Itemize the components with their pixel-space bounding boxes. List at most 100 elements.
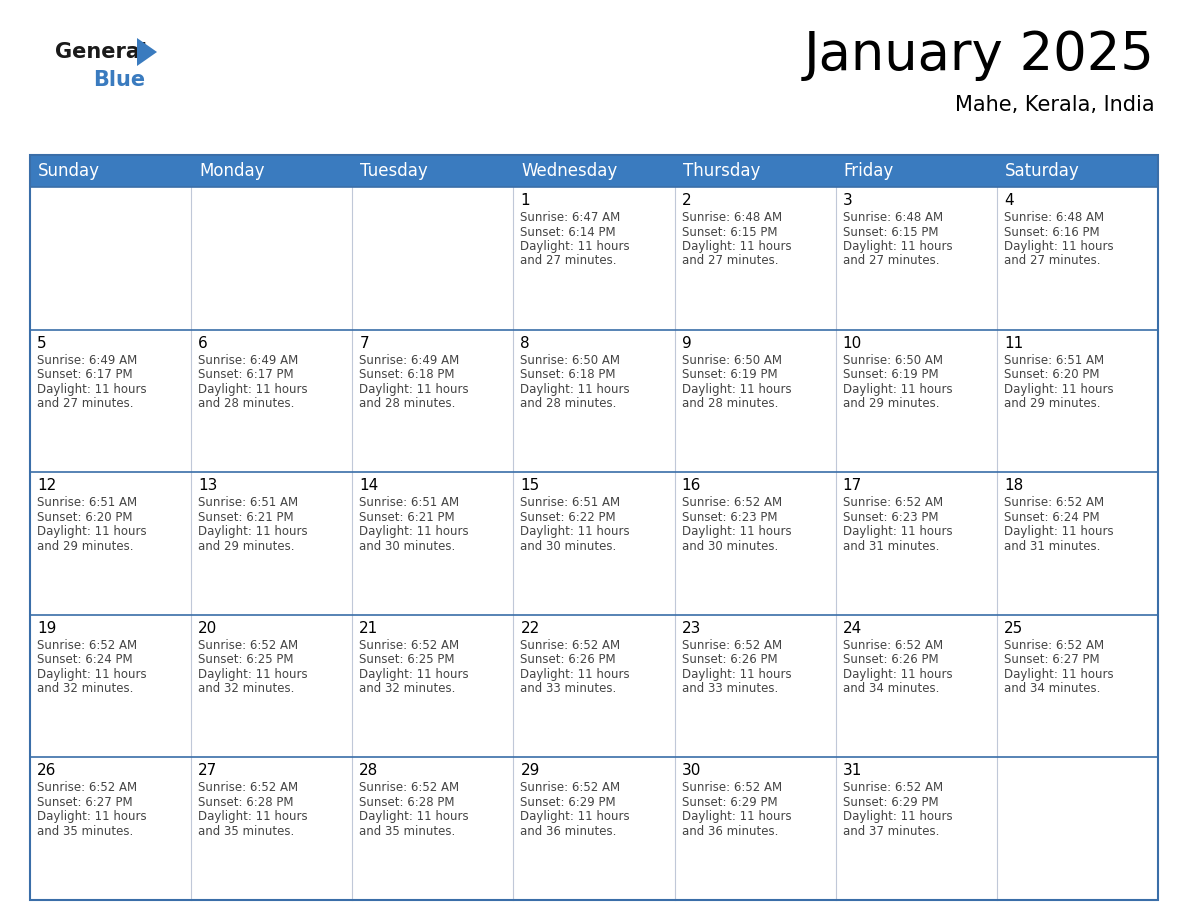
Text: Sunset: 6:16 PM: Sunset: 6:16 PM [1004, 226, 1099, 239]
Text: and 28 minutes.: and 28 minutes. [520, 397, 617, 410]
Text: Sunset: 6:23 PM: Sunset: 6:23 PM [842, 510, 939, 523]
Text: Sunrise: 6:48 AM: Sunrise: 6:48 AM [1004, 211, 1104, 224]
Text: Daylight: 11 hours: Daylight: 11 hours [842, 383, 953, 396]
Bar [30, 155, 191, 187]
Text: Sunrise: 6:49 AM: Sunrise: 6:49 AM [359, 353, 460, 366]
Text: Sunrise: 6:52 AM: Sunrise: 6:52 AM [520, 639, 620, 652]
Text: Daylight: 11 hours: Daylight: 11 hours [520, 383, 630, 396]
Text: and 27 minutes.: and 27 minutes. [1004, 254, 1100, 267]
Text: Friday: Friday [843, 162, 893, 180]
Text: and 35 minutes.: and 35 minutes. [359, 825, 455, 838]
Text: and 33 minutes.: and 33 minutes. [520, 682, 617, 695]
Text: Daylight: 11 hours: Daylight: 11 hours [1004, 383, 1113, 396]
Text: Daylight: 11 hours: Daylight: 11 hours [682, 240, 791, 253]
Text: 30: 30 [682, 764, 701, 778]
Text: Daylight: 11 hours: Daylight: 11 hours [37, 525, 146, 538]
Text: Mahe, Kerala, India: Mahe, Kerala, India [955, 95, 1155, 115]
Text: 11: 11 [1004, 336, 1023, 351]
Text: and 28 minutes.: and 28 minutes. [198, 397, 295, 410]
Text: Daylight: 11 hours: Daylight: 11 hours [682, 525, 791, 538]
Text: Daylight: 11 hours: Daylight: 11 hours [842, 667, 953, 681]
Text: Sunrise: 6:52 AM: Sunrise: 6:52 AM [682, 781, 782, 794]
Text: 6: 6 [198, 336, 208, 351]
Text: Sunset: 6:27 PM: Sunset: 6:27 PM [1004, 654, 1099, 666]
Text: 21: 21 [359, 621, 379, 636]
Text: 23: 23 [682, 621, 701, 636]
Text: Saturday: Saturday [1005, 162, 1080, 180]
Text: Daylight: 11 hours: Daylight: 11 hours [359, 811, 469, 823]
Text: and 36 minutes.: and 36 minutes. [682, 825, 778, 838]
Text: and 27 minutes.: and 27 minutes. [842, 254, 940, 267]
Text: Sunset: 6:15 PM: Sunset: 6:15 PM [682, 226, 777, 239]
Text: Sunday: Sunday [38, 162, 100, 180]
Text: 26: 26 [37, 764, 56, 778]
Text: 2: 2 [682, 193, 691, 208]
Text: Monday: Monday [200, 162, 265, 180]
Text: Sunset: 6:14 PM: Sunset: 6:14 PM [520, 226, 617, 239]
Text: Sunrise: 6:52 AM: Sunrise: 6:52 AM [682, 497, 782, 509]
Text: and 27 minutes.: and 27 minutes. [37, 397, 133, 410]
Text: Sunset: 6:28 PM: Sunset: 6:28 PM [359, 796, 455, 809]
Text: Sunset: 6:19 PM: Sunset: 6:19 PM [682, 368, 777, 381]
Text: 19: 19 [37, 621, 56, 636]
Text: Daylight: 11 hours: Daylight: 11 hours [842, 811, 953, 823]
Text: Sunrise: 6:51 AM: Sunrise: 6:51 AM [37, 497, 137, 509]
Text: Daylight: 11 hours: Daylight: 11 hours [37, 383, 146, 396]
Bar [835, 155, 997, 187]
Text: 4: 4 [1004, 193, 1013, 208]
Text: and 32 minutes.: and 32 minutes. [198, 682, 295, 695]
Text: Daylight: 11 hours: Daylight: 11 hours [198, 667, 308, 681]
Text: Sunset: 6:26 PM: Sunset: 6:26 PM [682, 654, 777, 666]
Text: Blue: Blue [93, 70, 145, 90]
Text: Sunset: 6:20 PM: Sunset: 6:20 PM [37, 510, 133, 523]
Text: Daylight: 11 hours: Daylight: 11 hours [682, 811, 791, 823]
Text: Daylight: 11 hours: Daylight: 11 hours [37, 667, 146, 681]
Text: and 32 minutes.: and 32 minutes. [37, 682, 133, 695]
Text: Sunrise: 6:52 AM: Sunrise: 6:52 AM [198, 639, 298, 652]
Text: Sunrise: 6:48 AM: Sunrise: 6:48 AM [682, 211, 782, 224]
Text: Thursday: Thursday [683, 162, 760, 180]
Text: and 30 minutes.: and 30 minutes. [520, 540, 617, 553]
Text: Sunrise: 6:52 AM: Sunrise: 6:52 AM [198, 781, 298, 794]
Text: Sunrise: 6:52 AM: Sunrise: 6:52 AM [520, 781, 620, 794]
Text: Sunset: 6:25 PM: Sunset: 6:25 PM [359, 654, 455, 666]
Text: and 34 minutes.: and 34 minutes. [1004, 682, 1100, 695]
Text: Sunset: 6:22 PM: Sunset: 6:22 PM [520, 510, 617, 523]
Text: Daylight: 11 hours: Daylight: 11 hours [842, 525, 953, 538]
Text: 16: 16 [682, 478, 701, 493]
Text: and 29 minutes.: and 29 minutes. [1004, 397, 1100, 410]
Text: Daylight: 11 hours: Daylight: 11 hours [1004, 525, 1113, 538]
Text: Sunset: 6:19 PM: Sunset: 6:19 PM [842, 368, 939, 381]
Text: January 2025: January 2025 [804, 29, 1155, 81]
Bar [30, 472, 1158, 615]
Text: Tuesday: Tuesday [360, 162, 428, 180]
Text: Sunset: 6:18 PM: Sunset: 6:18 PM [520, 368, 615, 381]
Text: Sunset: 6:21 PM: Sunset: 6:21 PM [198, 510, 293, 523]
Text: 17: 17 [842, 478, 862, 493]
Text: Sunset: 6:18 PM: Sunset: 6:18 PM [359, 368, 455, 381]
Text: 12: 12 [37, 478, 56, 493]
Text: Sunrise: 6:51 AM: Sunrise: 6:51 AM [520, 497, 620, 509]
Text: Daylight: 11 hours: Daylight: 11 hours [198, 525, 308, 538]
Text: Sunset: 6:28 PM: Sunset: 6:28 PM [198, 796, 293, 809]
Text: Sunrise: 6:49 AM: Sunrise: 6:49 AM [37, 353, 138, 366]
Text: Sunset: 6:25 PM: Sunset: 6:25 PM [198, 654, 293, 666]
Text: Sunset: 6:24 PM: Sunset: 6:24 PM [1004, 510, 1099, 523]
Text: Sunset: 6:29 PM: Sunset: 6:29 PM [842, 796, 939, 809]
Text: Sunrise: 6:52 AM: Sunrise: 6:52 AM [1004, 639, 1104, 652]
Text: Sunrise: 6:51 AM: Sunrise: 6:51 AM [359, 497, 460, 509]
Bar [675, 155, 835, 187]
Text: Daylight: 11 hours: Daylight: 11 hours [682, 667, 791, 681]
Text: 28: 28 [359, 764, 379, 778]
Text: Sunset: 6:23 PM: Sunset: 6:23 PM [682, 510, 777, 523]
Text: Sunrise: 6:49 AM: Sunrise: 6:49 AM [198, 353, 298, 366]
Text: Sunset: 6:24 PM: Sunset: 6:24 PM [37, 654, 133, 666]
Bar [30, 757, 1158, 900]
Text: 18: 18 [1004, 478, 1023, 493]
Text: 3: 3 [842, 193, 853, 208]
Text: and 30 minutes.: and 30 minutes. [682, 540, 778, 553]
Text: and 35 minutes.: and 35 minutes. [37, 825, 133, 838]
Text: 20: 20 [198, 621, 217, 636]
Text: Daylight: 11 hours: Daylight: 11 hours [520, 667, 630, 681]
Text: Daylight: 11 hours: Daylight: 11 hours [842, 240, 953, 253]
